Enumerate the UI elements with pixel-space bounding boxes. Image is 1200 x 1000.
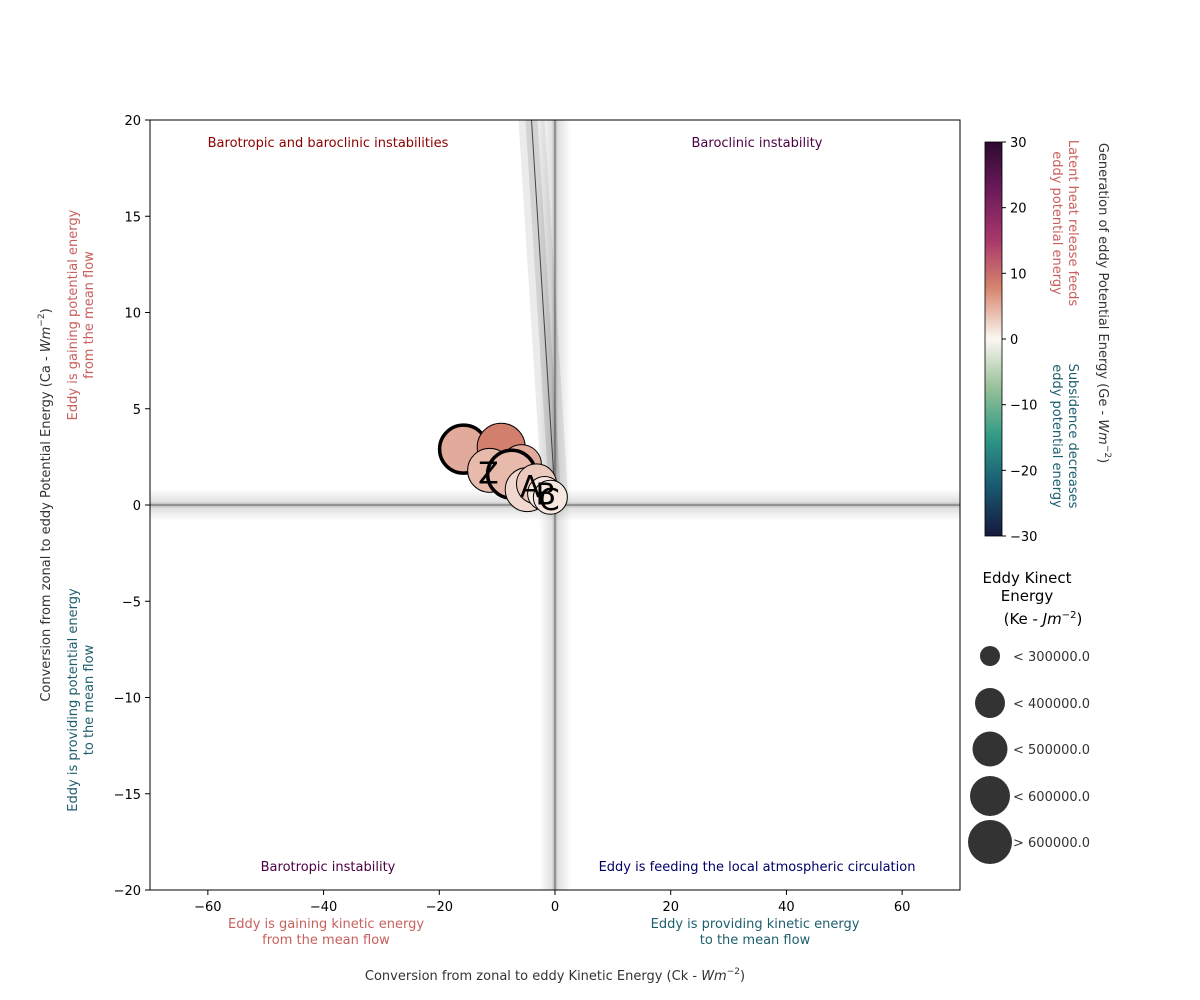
x-tick-label: −40 bbox=[310, 900, 337, 915]
y-axis-title: Conversion from zonal to eddy Potential … bbox=[37, 308, 54, 701]
colorbar-note-positive-line2: eddy potential energy bbox=[1049, 151, 1064, 295]
x-tick-label: 20 bbox=[662, 900, 679, 915]
data-point-marker bbox=[532, 479, 568, 515]
size-legend-label: < 400000.0 bbox=[1013, 697, 1090, 712]
x-tick-label: −60 bbox=[194, 900, 221, 915]
colorbar-tick-label: −20 bbox=[1010, 464, 1037, 479]
y-note-positive-line2: from the mean flow bbox=[82, 251, 97, 379]
colorbar-tick-label: 20 bbox=[1010, 202, 1027, 217]
size-legend-title-line2: Energy bbox=[1001, 587, 1054, 605]
colorbar-note-negative-line2: eddy potential energy bbox=[1049, 364, 1064, 508]
quadrant-label-top-right: Baroclinic instability bbox=[692, 136, 823, 151]
y-tick-label: 0 bbox=[133, 499, 141, 514]
size-legend-label: < 500000.0 bbox=[1013, 743, 1090, 758]
colorbar-note-negative-line1: Subsidence decreases bbox=[1065, 364, 1080, 509]
colorbar-tick-label: 10 bbox=[1010, 267, 1027, 282]
size-legend-marker bbox=[970, 776, 1010, 816]
colorbar bbox=[984, 141, 1003, 537]
plot-layer: Z ABC bbox=[150, 120, 960, 890]
size-legend-label: < 600000.0 bbox=[1013, 790, 1090, 805]
colorbar-ticks: 30 20 10 0 −10 −20 −30 bbox=[1002, 136, 1037, 545]
size-legend-label: > 600000.0 bbox=[1013, 836, 1090, 851]
colorbar-note-positive-line1: Latent heat release feeds bbox=[1065, 140, 1080, 307]
colorbar-title: Generation of eddy Potential Energy (Ge … bbox=[1095, 143, 1112, 463]
colorbar-tick-label: 0 bbox=[1010, 333, 1018, 348]
x-tick-label: −20 bbox=[426, 900, 453, 915]
colorbar-tick-label: −30 bbox=[1010, 530, 1037, 545]
colorbar-tick-label: 30 bbox=[1010, 136, 1027, 151]
x-note-positive-line2: to the mean flow bbox=[700, 933, 811, 948]
y-note-negative-line1: Eddy is providing potential energy bbox=[66, 588, 81, 812]
size-legend-label: < 300000.0 bbox=[1013, 650, 1090, 665]
x-note-negative-line2: from the mean flow bbox=[262, 933, 390, 948]
y-axis-ticks: −20 −15 −10 −5 0 5 10 15 20 bbox=[114, 114, 150, 899]
quadrant-label-bottom-left: Barotropic instability bbox=[261, 860, 396, 875]
point-label: B bbox=[535, 477, 556, 512]
point-label: A bbox=[520, 470, 541, 505]
regression-line bbox=[518, 120, 568, 497]
y-tick-label: 5 bbox=[133, 403, 141, 418]
y-tick-label: −15 bbox=[114, 788, 141, 803]
x-note-negative-line1: Eddy is gaining kinetic energy bbox=[228, 917, 424, 932]
y-tick-label: 10 bbox=[124, 307, 141, 322]
size-legend-marker bbox=[968, 820, 1012, 864]
y-tick-label: −10 bbox=[114, 692, 141, 707]
regression-fit-line bbox=[530, 120, 556, 496]
size-legend-marker bbox=[972, 731, 1008, 767]
size-legend-marker bbox=[980, 646, 1000, 666]
x-tick-label: 40 bbox=[778, 900, 795, 915]
point-labels: Z ABC bbox=[478, 456, 560, 518]
size-legend-marker bbox=[975, 688, 1005, 718]
colorbar-tick-label: −10 bbox=[1010, 399, 1037, 414]
data-points bbox=[437, 422, 568, 515]
size-legend-title-unit: (Ke - Jm−2) bbox=[1004, 610, 1083, 628]
point-label: C bbox=[539, 483, 560, 518]
x-axis-title: Conversion from zonal to eddy Kinetic En… bbox=[365, 967, 745, 984]
quadrant-label-bottom-right: Eddy is feeding the local atmospheric ci… bbox=[599, 860, 916, 875]
x-note-positive-line1: Eddy is providing kinetic energy bbox=[651, 917, 860, 932]
y-tick-label: −5 bbox=[122, 595, 141, 610]
x-tick-label: 0 bbox=[551, 900, 559, 915]
x-axis-ticks: −60 −40 −20 0 20 40 60 bbox=[194, 890, 910, 915]
quadrant-label-top-left: Barotropic and baroclinic instabilities bbox=[208, 136, 449, 151]
y-note-negative-line2: to the mean flow bbox=[82, 644, 97, 755]
y-note-positive-line1: Eddy is gaining potential energy bbox=[66, 209, 81, 420]
y-tick-label: 15 bbox=[124, 210, 141, 225]
y-tick-label: 20 bbox=[124, 114, 141, 129]
point-label: Z bbox=[478, 456, 499, 491]
size-legend-title-line1: Eddy Kinect bbox=[982, 569, 1071, 587]
x-tick-label: 60 bbox=[894, 900, 911, 915]
size-legend-entries: < 300000.0 < 400000.0 < 500000.0 < 600000.0… bbox=[968, 646, 1090, 864]
y-tick-label: −20 bbox=[114, 884, 141, 899]
